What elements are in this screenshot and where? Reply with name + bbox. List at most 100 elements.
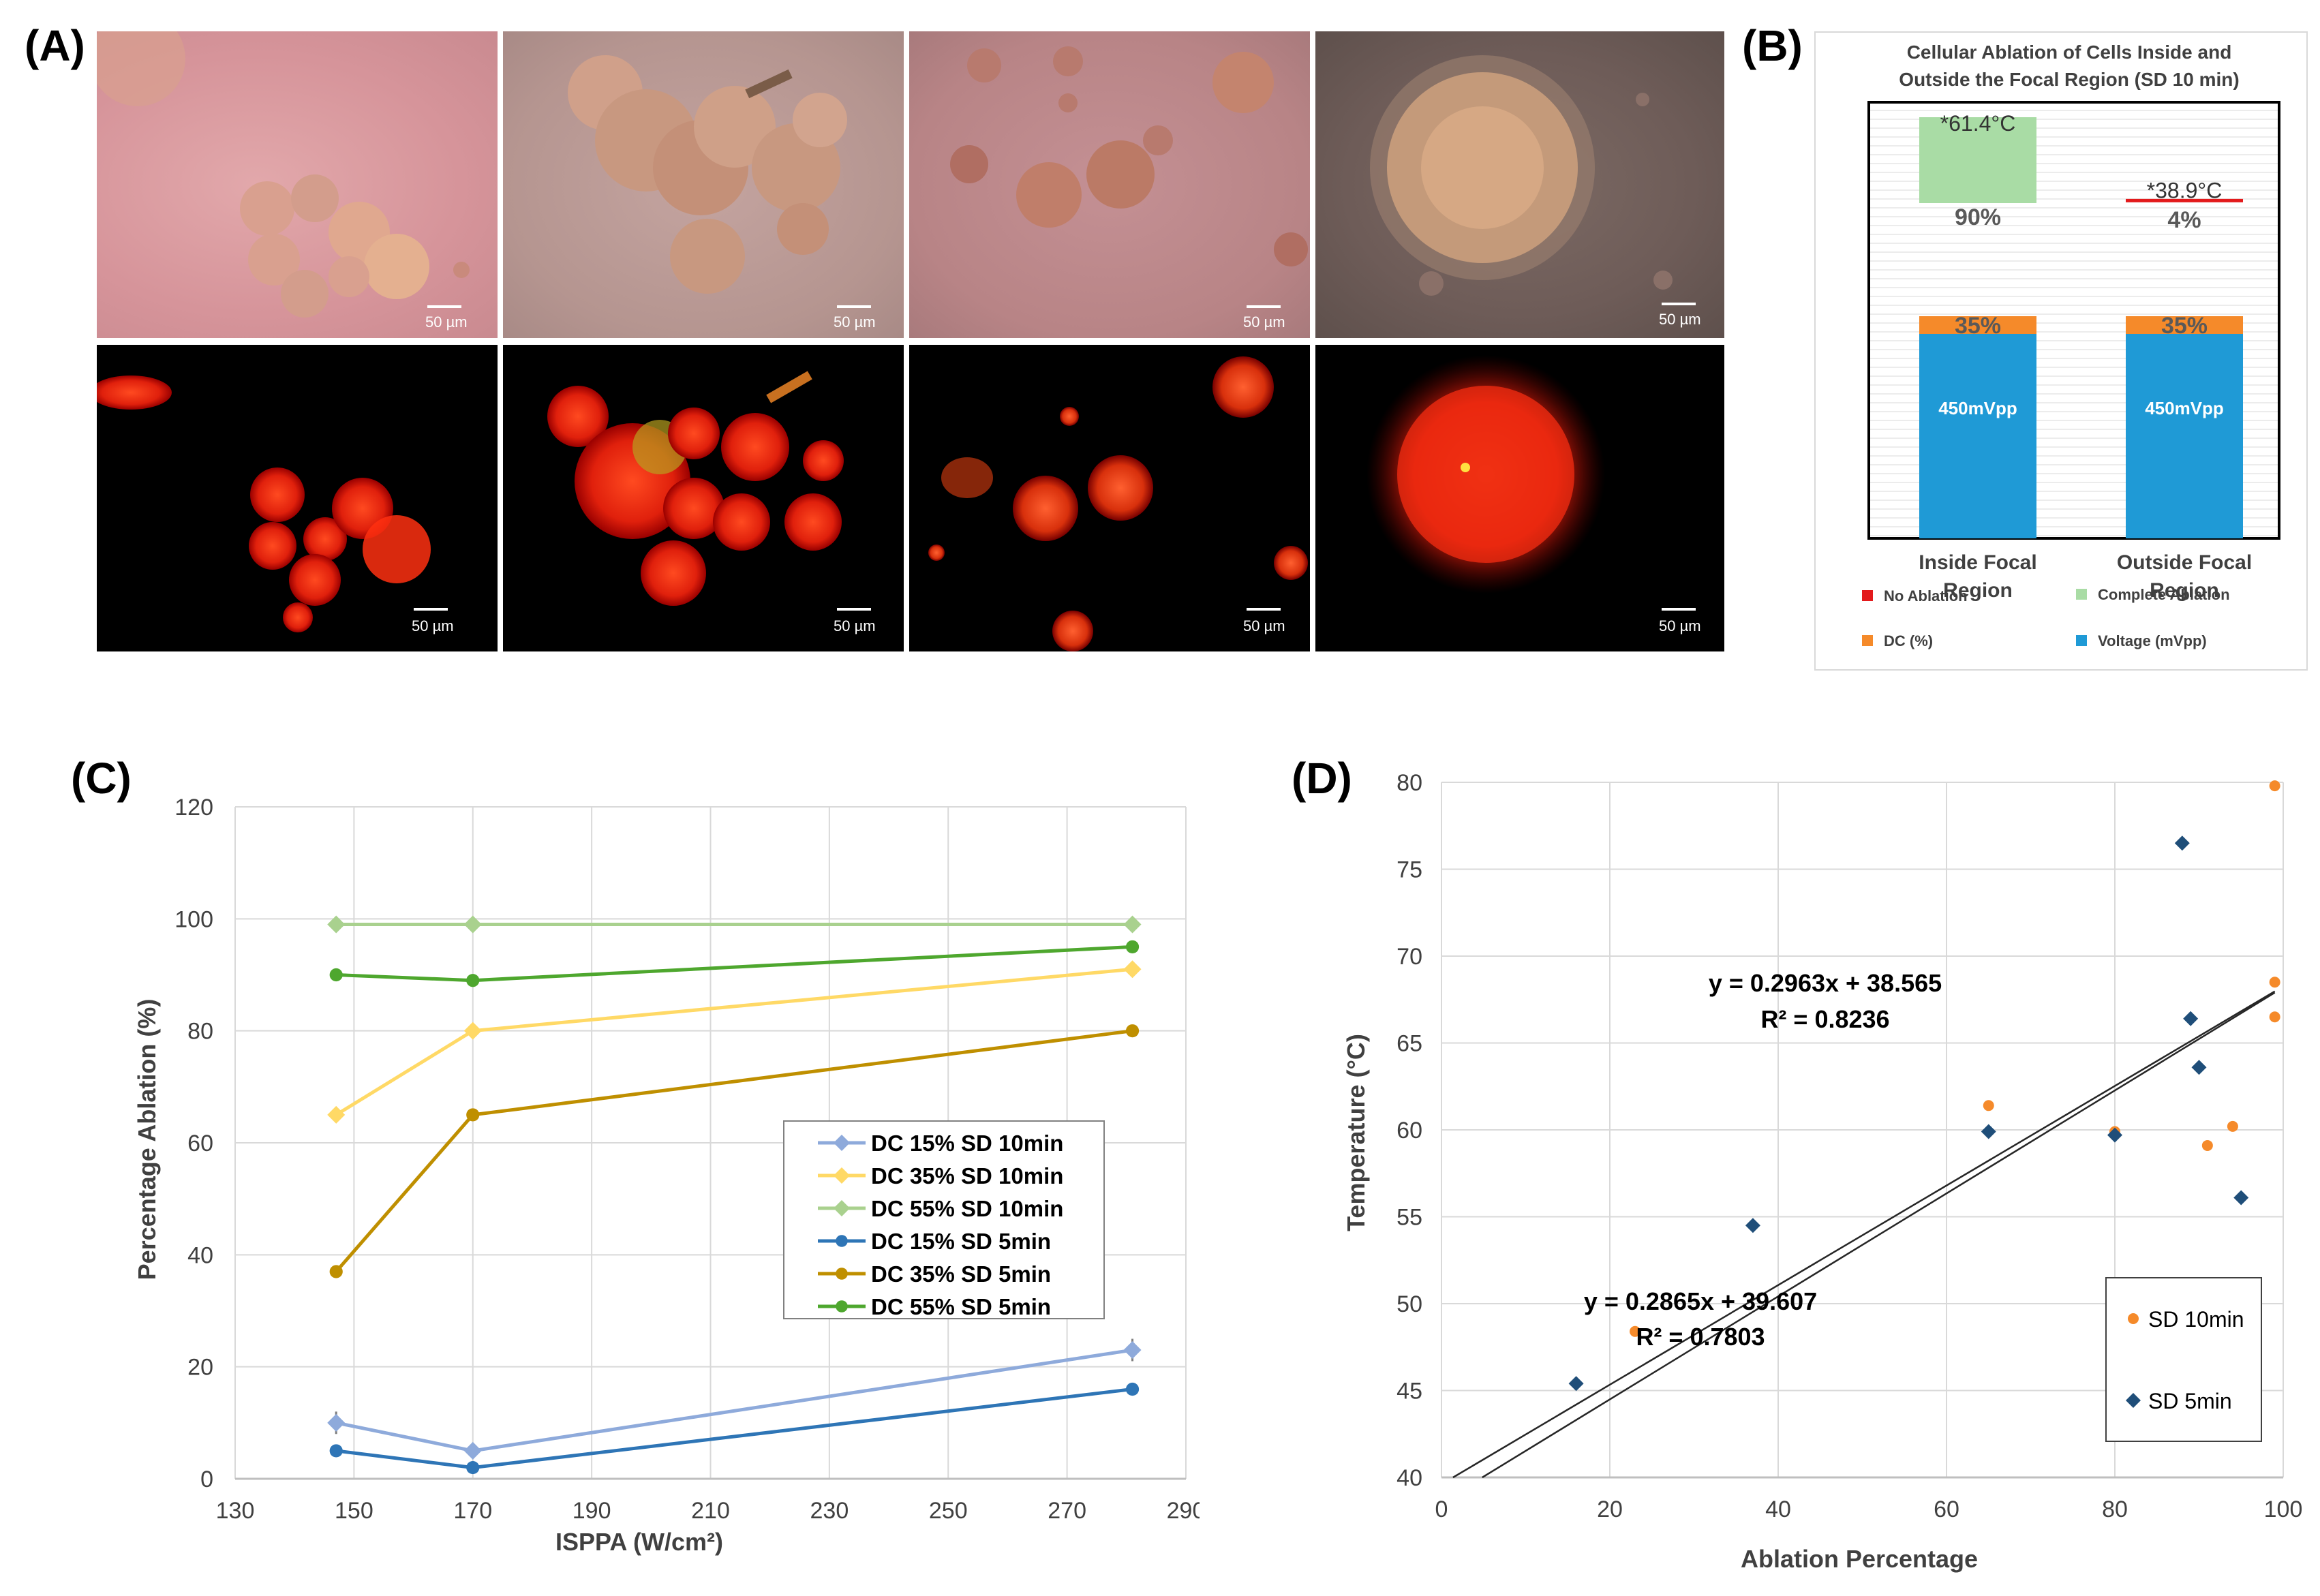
legend-label-no-ablation: No Ablation [1884,587,1968,604]
brightfield-image-3: 50 µm [909,31,1310,338]
chart-d-point [1568,1376,1584,1392]
chart-d-point [1745,1218,1760,1233]
panel-label-b: (B) [1742,21,1803,70]
chart-c-legend-marker [836,1300,848,1313]
chart-c-point [327,1413,346,1432]
chart-c-legend-marker [834,1200,850,1216]
chart-d-y-tick-label: 70 [1396,944,1422,970]
chart-d-x-tick-label: 80 [2102,1497,2128,1522]
chart-b-category-inside-line-2: Region [1943,579,2013,602]
chart-d-point [2183,1011,2199,1026]
chart-c-x-tick-label: 270 [1048,1498,1086,1524]
legend-swatch-no-ablation [1862,590,1873,601]
scale-bar-label: 50 µm [425,313,468,331]
scale-bar-label: 50 µm [834,617,876,634]
brightfield-image-1: 50 µm [97,31,498,338]
scale-bar [1662,608,1696,611]
chart-d-r2-sd10: R² = 0.8236 [1760,1005,1889,1033]
scale-bar [1247,305,1281,308]
scale-bar-label: 50 µm [834,313,876,331]
chart-d-x-tick-label: 40 [1765,1497,1791,1522]
chart-c-legend-label: DC 55% SD 5min [871,1294,1051,1319]
chart-d-x-tick-label: 0 [1435,1497,1448,1522]
chart-b-category-outside-line-2: Region [2150,579,2219,602]
scale-bar [427,305,461,308]
chart-c-y-tick-label: 120 [174,795,213,820]
chart-d-point [2107,1127,2122,1143]
chart-d-point [1981,1124,1996,1139]
chart-c-point [463,1022,482,1040]
chart-c-x-tick-label: 290 [1167,1498,1200,1524]
chart-b-title-line-2: Outside the Focal Region (SD 10 min) [1899,69,2239,90]
chart-d-point [2233,1190,2249,1206]
scale-bar [1247,608,1281,611]
chart-b-bar-voltage-outside [2126,334,2243,538]
chart-c-x-tick-label: 150 [335,1498,373,1524]
chart-d-x-tick-label: 100 [2264,1497,2303,1522]
chart-d-y-tick-label: 45 [1396,1379,1422,1405]
fluorescence-image-2: 50 µm [503,345,904,651]
chart-d-equation-sd5: y = 0.2865x + 39.607 [1584,1287,1817,1315]
chart-c-y-tick-label: 100 [174,906,213,932]
chart-d-point [2174,835,2190,851]
chart-b-plot-border [1867,101,2280,540]
chart-b-bar-complete-inside [1919,117,2036,203]
chart-d-point [2269,1011,2280,1023]
chart-d-point [2191,1060,2207,1075]
scale-bar [1662,303,1696,305]
chart-c-point [329,1265,343,1278]
chart-d-legend-box [2105,1277,2262,1442]
scale-bar [414,608,448,611]
chart-c-x-tick-label: 130 [216,1498,255,1524]
chart-d-point [1983,1100,1994,1111]
chart-c-x-axis-title: ISPPA (W/cm²) [555,1528,723,1556]
chart-b-value-label-inside: 90% [1955,204,2001,230]
chart-c-point [327,915,346,934]
chart-d-legend-label: SD 10min [2148,1307,2244,1332]
panel-label-c: (C) [71,754,132,803]
scale-bar [837,608,871,611]
chart-c-x-tick-label: 210 [691,1498,730,1524]
chart-c-point [466,974,480,987]
chart-c-point [466,1108,480,1122]
chart-d-point [1630,1325,1641,1337]
chart-c-y-tick-label: 0 [200,1467,213,1492]
chart-d-y-tick-label: 50 [1396,1291,1422,1317]
chart-c-point [1123,915,1142,934]
chart-b: Cellular Ablation of Cells Inside and Ou… [1814,31,2308,671]
scale-bar-label: 50 µm [1659,617,1701,634]
chart-d-trendline-1 [1482,992,2276,1479]
chart-d-y-tick-label: 55 [1396,1205,1422,1231]
chart-d-x-axis-title: Ablation Percentage [1741,1545,1978,1573]
chart-c-legend-label: DC 55% SD 10min [871,1196,1063,1221]
chart-c-legend-box [783,1120,1105,1319]
legend-swatch-voltage [2076,635,2087,646]
chart-d-y-tick-label: 80 [1396,770,1422,796]
chart-c-y-tick-label: 40 [187,1242,213,1268]
legend-label-dc: DC (%) [1884,632,1933,649]
chart-c-legend-label: DC 35% SD 5min [871,1261,1051,1287]
legend-swatch-dc [1862,635,1873,646]
chart-c-point [1123,1341,1142,1360]
chart-c-series-line-6 [336,945,1133,983]
chart-d: 40 45 50 55 60 65 70 75 80 0 20 40 60 80 100 Ablation … [1342,770,2303,1573]
chart-b-temp-label-inside: *61.4°C [1940,111,2016,136]
fluorescence-image-4: 50 µm [1315,345,1724,651]
chart-b-dc-label-inside: 35% [1955,313,2001,339]
chart-d-legend-label: SD 5min [2148,1389,2232,1413]
scale-bar-label: 50 µm [1243,617,1285,634]
chart-b-bar-dc-outside [2126,316,2243,334]
chart-b-dc-label-outside: 35% [2161,313,2208,339]
chart-d-x-tick-label: 60 [1934,1497,1959,1522]
chart-c-legend-label: DC 35% SD 10min [871,1163,1063,1188]
chart-c-legend-marker [836,1268,848,1280]
scale-bar [837,305,871,308]
chart-c-point [466,1460,480,1475]
chart-d-legend-marker [2128,1313,2139,1324]
chart-d-point [2201,1139,2213,1151]
chart-d-y-tick-label: 40 [1396,1465,1422,1491]
chart-d-x-tick-label: 20 [1597,1497,1623,1522]
brightfield-image-2: 50 µm [503,31,904,338]
chart-c-point [329,1444,343,1458]
chart-c-legend-marker [834,1135,850,1151]
